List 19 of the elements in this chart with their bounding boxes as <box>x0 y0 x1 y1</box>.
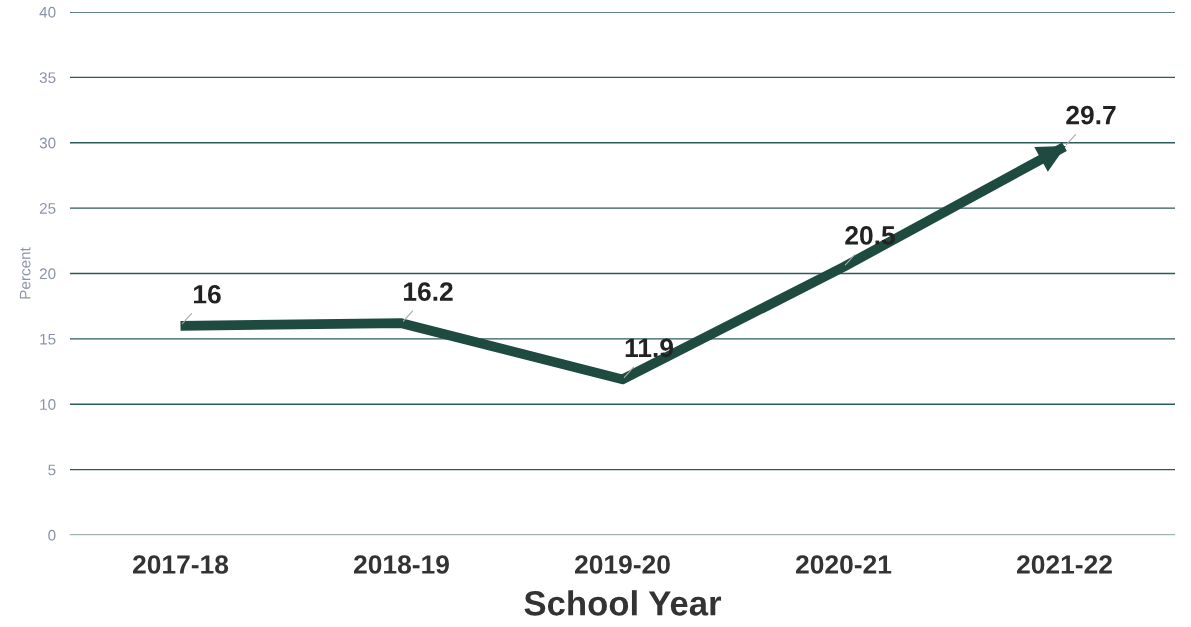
data-label: 16 <box>194 284 221 304</box>
x-tick-label: 2019-20 <box>575 555 670 574</box>
x-tick-label: 2021-22 <box>1017 555 1112 574</box>
x-axis-title: School Year <box>524 590 722 616</box>
x-tick-label: 2017-18 <box>133 555 229 574</box>
y-tick-label: 40 <box>39 6 56 18</box>
x-tick-label: 2020-21 <box>796 555 892 574</box>
y-tick-label: 5 <box>48 464 56 476</box>
y-tick-label: 35 <box>39 72 56 84</box>
data-label: 29.7 <box>1066 105 1116 125</box>
data-label: 16.2 <box>404 282 453 301</box>
x-tick-label: 2018-19 <box>354 555 449 574</box>
y-tick-label: 20 <box>39 268 56 280</box>
y-tick-label: 15 <box>40 333 56 345</box>
y-tick-label: 25 <box>39 202 56 214</box>
y-tick-label: 30 <box>39 137 56 149</box>
y-tick-label: 0 <box>48 529 56 541</box>
y-tick-label: 10 <box>40 399 56 410</box>
y-axis-title: Percent <box>19 247 31 299</box>
